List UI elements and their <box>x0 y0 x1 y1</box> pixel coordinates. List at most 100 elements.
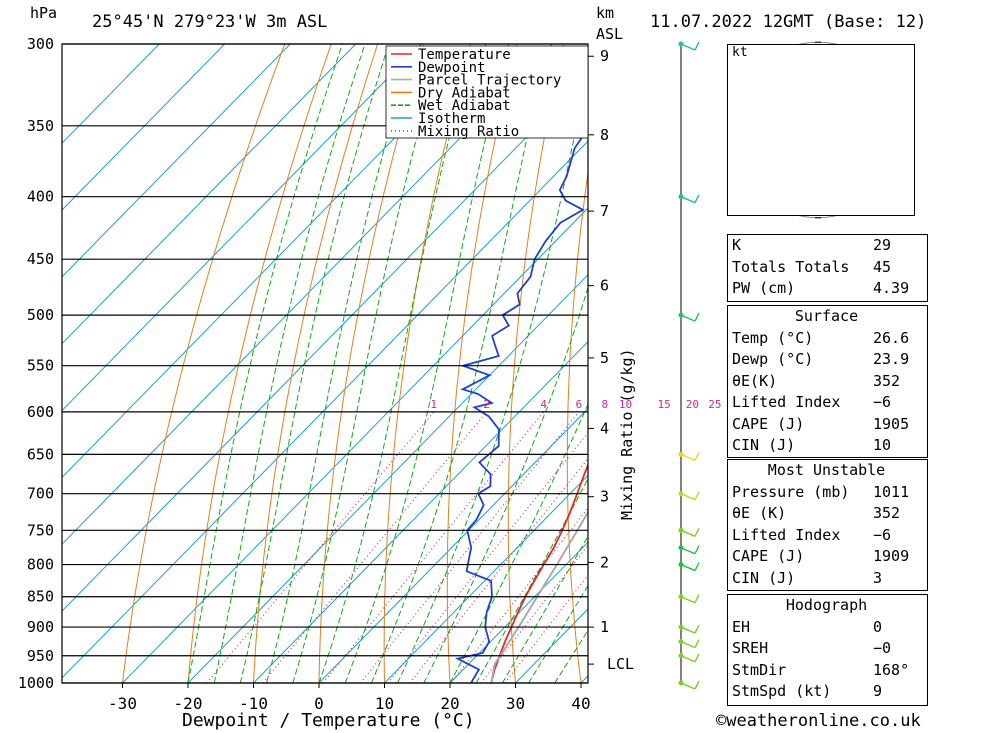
wet-adiabat-line <box>239 44 390 683</box>
wind-barb <box>680 196 696 204</box>
wind-barb <box>694 545 700 555</box>
surface-label: CAPE (J) <box>732 414 805 433</box>
temperature-tick-label: 30 <box>506 694 525 713</box>
isotherm-line <box>384 474 588 683</box>
mixing-ratio-label: 20 <box>686 398 699 411</box>
wind-barb <box>680 563 696 572</box>
hodograph-stat-row: StmDir 168° <box>728 660 925 682</box>
most-unstable-row: Pressure (mb) 1011 <box>728 482 925 504</box>
pw-value: 4.39 <box>873 279 910 297</box>
x-axis-title: Dewpoint / Temperature (°C) <box>182 710 475 731</box>
pressure-tick-label: 550 <box>27 357 54 375</box>
most-unstable-box: Most Unstable Pressure (mb) 1011 θE (K) 352… <box>727 459 928 591</box>
wind-barb <box>680 596 696 604</box>
surface-row: Temp (°C) 26.6 <box>728 328 925 350</box>
wet-adiabat-line <box>397 71 588 683</box>
most-unstable-title: Most Unstable <box>767 461 886 479</box>
pressure-tick-label: 1000 <box>18 674 54 692</box>
surface-label: Dewp (°C) <box>732 350 814 368</box>
most-unstable-label: CIN (J) <box>732 568 796 587</box>
hodograph-stats-box: Hodograph EH 0 SREH −0 StmDir 168° StmSpd (kt)… <box>727 594 928 706</box>
totals-totals-label: Totals Totals <box>732 257 850 276</box>
most-unstable-row: Lifted Index −6 <box>728 525 925 547</box>
most-unstable-row: CAPE (J) 1909 <box>728 546 925 568</box>
legend-label: Wet Adiabat <box>418 98 511 114</box>
isotherm-line <box>62 73 588 612</box>
most-unstable-value: 1909 <box>873 547 910 565</box>
km-tick-label: 1 <box>600 618 609 636</box>
most-unstable-row: CIN (J) 3 <box>728 568 925 590</box>
surface-row: θE(K) 352 <box>728 371 925 393</box>
wind-barb <box>680 626 696 634</box>
surface-row: Dewp (°C) 23.9 <box>728 349 925 371</box>
mixing-ratio-line <box>262 411 488 683</box>
temperature-tick-label: -10 <box>239 694 268 713</box>
pressure-tick-label: 900 <box>27 618 54 636</box>
totals-totals-row: Totals Totals 45 <box>728 257 925 279</box>
mixing-ratio-label: 8 <box>602 398 609 411</box>
wind-barb <box>694 639 700 648</box>
k-index-value: 29 <box>873 236 892 254</box>
wind-barb <box>680 655 696 663</box>
plot-frame <box>61 43 589 684</box>
wind-barb <box>680 547 696 555</box>
isotherm-line <box>449 541 588 683</box>
dry-adiabat-line <box>507 44 564 683</box>
wind-barb <box>680 43 696 51</box>
pressure-tick-label: 500 <box>27 306 54 324</box>
temperature-tick-label: 0 <box>314 694 324 713</box>
most-unstable-value: −6 <box>873 525 892 544</box>
hodograph-stat-value: 168° <box>873 660 910 679</box>
hodograph-stat-label: StmDir <box>732 660 787 679</box>
wind-barb <box>694 491 700 501</box>
hodograph-stat-value: 9 <box>873 682 883 700</box>
isotherm-line <box>62 44 226 211</box>
mixing-ratio-label: 2 <box>483 398 490 411</box>
surface-value: 10 <box>873 436 892 454</box>
asl-unit-label: ASL <box>596 25 624 43</box>
wet-adiabat-line <box>213 44 366 683</box>
surface-row: CIN (J) 10 <box>728 435 925 457</box>
isotherm-line <box>318 407 588 683</box>
km-tick-label: 8 <box>600 126 609 144</box>
temperature-tick-label: -30 <box>108 694 137 713</box>
isotherm-line <box>62 44 488 479</box>
most-unstable-label: CAPE (J) <box>732 547 805 565</box>
pressure-tick-label: 300 <box>27 35 54 53</box>
wind-barb <box>680 314 696 322</box>
isotherm-line <box>187 274 588 683</box>
isotherm-line <box>62 44 291 278</box>
pw-row: PW (cm) 4.39 <box>728 278 925 300</box>
wet-adiabat-line <box>475 477 588 683</box>
wind-barb <box>694 528 700 537</box>
most-unstable-value: 3 <box>873 568 883 587</box>
surface-row: CAPE (J) 1905 <box>728 414 925 436</box>
km-unit-label: km <box>596 4 615 22</box>
legend-label: Parcel Trajectory <box>418 73 561 89</box>
pressure-tick-label: 850 <box>27 588 54 606</box>
mixing-ratio-label: 4 <box>540 398 547 411</box>
wind-barb <box>694 452 700 461</box>
hodograph-stat-row: StmSpd (kt) 9 <box>728 681 925 703</box>
isotherm-line <box>62 140 588 679</box>
surface-label: Lifted Index <box>732 393 841 411</box>
series-parcel-trajectory-line <box>490 510 588 683</box>
wind-barb <box>694 624 700 634</box>
hodograph-stat-row: SREH −0 <box>728 638 925 660</box>
mixing-ratio-line <box>387 431 588 683</box>
dry-adiabat-line <box>981 44 1000 683</box>
pressure-tick-label: 800 <box>27 556 54 574</box>
temperature-tick-label: 10 <box>375 694 394 713</box>
km-tick-label: 7 <box>600 202 609 220</box>
hodograph-stat-value: −0 <box>873 639 892 657</box>
wind-barb <box>680 682 696 690</box>
wind-barb <box>680 493 696 501</box>
legend-box <box>385 45 589 139</box>
hodograph-stat-row: EH 0 <box>728 617 925 639</box>
wind-barb <box>694 562 700 571</box>
pressure-tick-label: 750 <box>27 521 54 539</box>
lcl-label: LCL <box>607 655 634 673</box>
hpa-unit-label: hPa <box>30 4 58 22</box>
km-tick-label: 6 <box>600 277 609 295</box>
